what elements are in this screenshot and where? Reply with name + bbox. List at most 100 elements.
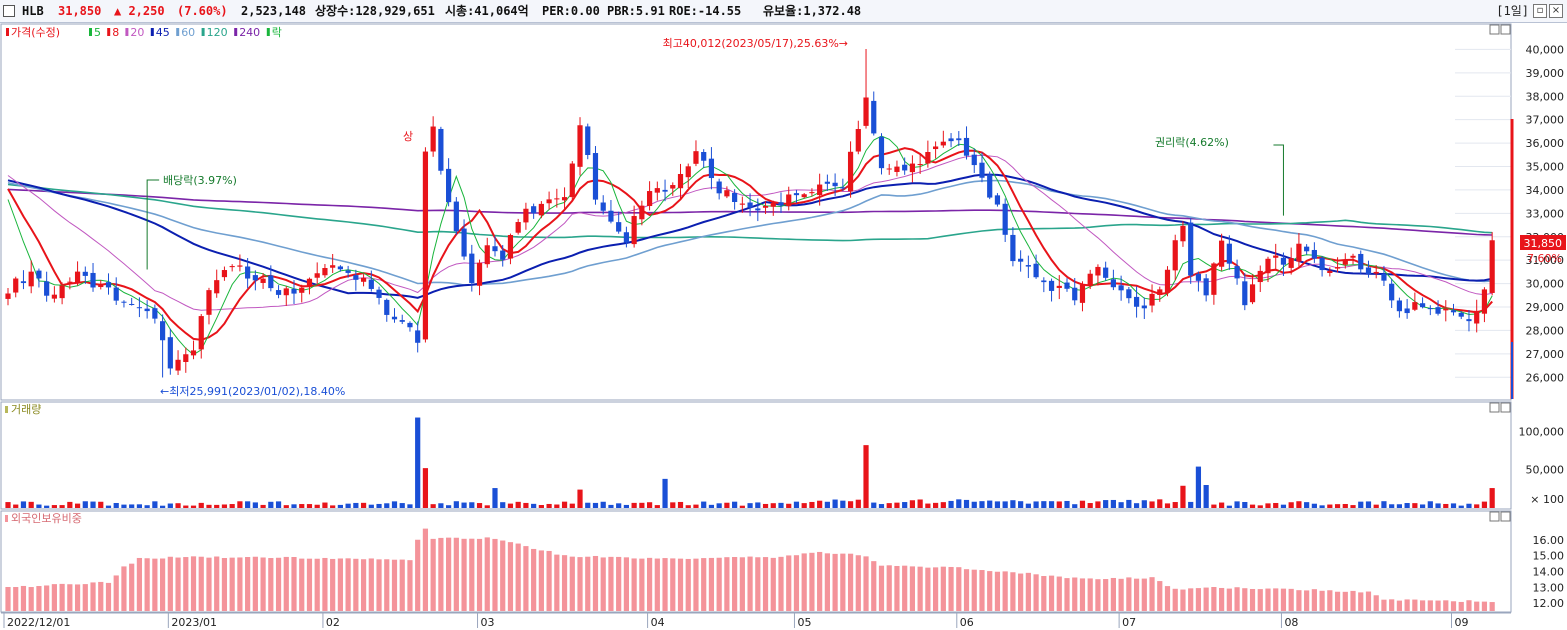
- candle-body: [5, 293, 11, 299]
- candle: [554, 188, 560, 208]
- volume-bar: [1141, 500, 1147, 508]
- price-tick-label: 37,000: [1526, 114, 1565, 127]
- candle: [1458, 311, 1464, 320]
- restore-icon[interactable]: ▫: [1533, 4, 1547, 18]
- panel-close-icon[interactable]: [1500, 24, 1511, 35]
- volume-bar: [152, 501, 158, 508]
- candle: [639, 200, 645, 226]
- foreign-ownership-bar: [739, 557, 745, 611]
- candle: [801, 192, 807, 199]
- volume-bar: [561, 501, 568, 508]
- volume-bar: [28, 501, 34, 508]
- candle: [415, 321, 421, 353]
- last-price-label: 31,850: [1524, 237, 1563, 250]
- foreign-ownership-bar: [592, 555, 599, 611]
- stock-name: HLB: [22, 4, 44, 18]
- candle-body: [1419, 303, 1426, 308]
- foreign-ownership-bar: [1311, 589, 1317, 611]
- volume-bar: [20, 501, 27, 508]
- candle-body: [430, 126, 436, 152]
- volume-bar: [1319, 505, 1325, 508]
- volume-bar: [1404, 503, 1410, 508]
- volume-bar: [1219, 502, 1225, 508]
- candle-body: [1242, 281, 1248, 306]
- select-checkbox[interactable]: [3, 5, 15, 17]
- volume-bar: [863, 445, 869, 508]
- rights-leader-line: [1273, 144, 1284, 216]
- foreign-ownership-bar: [925, 567, 931, 611]
- foreign-ownership-bar: [1466, 600, 1472, 611]
- volume-bar: [1373, 504, 1379, 508]
- candle-body: [677, 174, 684, 189]
- volume-bar: [994, 501, 1001, 508]
- candle-body: [616, 222, 622, 232]
- volume-bar: [1257, 505, 1263, 508]
- foreign-ownership-bar: [353, 558, 359, 611]
- volume-bar: [546, 503, 552, 508]
- foreign-ownership-bar: [190, 556, 197, 611]
- candle-body: [809, 192, 815, 194]
- candle: [299, 284, 305, 303]
- candle-body: [770, 202, 776, 207]
- candle-body: [654, 188, 660, 193]
- foreign-ownership-bar: [1172, 588, 1178, 611]
- volume-bar: [569, 503, 575, 508]
- candle: [152, 304, 158, 324]
- price-change-pct: (7.60%): [177, 4, 228, 18]
- foreign-ownership-bar: [994, 571, 1001, 611]
- candle: [461, 219, 467, 260]
- candle: [1443, 300, 1449, 322]
- volume-bar: [592, 502, 599, 508]
- last-price-box: [1520, 235, 1566, 250]
- candle-body: [376, 289, 382, 298]
- volume-bar: [1064, 500, 1070, 508]
- foreign-panel-close-icon[interactable]: [1500, 511, 1511, 522]
- price-tick-label: 28,000: [1526, 324, 1565, 337]
- volume-bar: [1381, 501, 1387, 508]
- volume-bar: [1033, 501, 1039, 508]
- volume-bar: [832, 499, 838, 508]
- candle: [1180, 221, 1186, 247]
- foreign-ownership-bar: [600, 557, 606, 611]
- foreign-panel-restore-icon[interactable]: [1489, 511, 1500, 522]
- volume-bar: [817, 500, 823, 508]
- panel-restore-icon[interactable]: [1489, 24, 1500, 35]
- candle-body: [507, 235, 514, 259]
- candle: [1195, 271, 1202, 292]
- candle: [585, 123, 591, 160]
- candle-body: [1203, 278, 1209, 296]
- foreign-ownership-bar: [732, 557, 738, 611]
- volume-bar: [82, 501, 88, 508]
- volume-panel-close-icon[interactable]: [1500, 402, 1511, 413]
- volume-bar: [855, 499, 861, 508]
- stock-chart[interactable]: 26,00027,00028,00029,00030,00031,00032,0…: [0, 22, 1567, 630]
- foreign-ownership-bar: [793, 555, 800, 611]
- volume-bar: [886, 503, 892, 508]
- period-selector[interactable]: [1일]: [1496, 4, 1529, 18]
- candle: [1435, 300, 1441, 316]
- foreign-ownership-bar: [1389, 599, 1395, 611]
- candlesticks: [5, 49, 1495, 378]
- foreign-ownership-axis: 12.00 13.00 14.00 15.00 16.00: [1533, 534, 1565, 610]
- date-tick-label: 05: [797, 616, 811, 629]
- candle: [476, 259, 483, 296]
- volume-bar: [677, 501, 684, 508]
- foreign-ownership-bar: [5, 586, 11, 611]
- candle-body: [546, 199, 552, 204]
- foreign-ownership-bar: [608, 556, 614, 611]
- candle-body: [1280, 257, 1287, 265]
- candle-body: [623, 232, 629, 243]
- volume-bar: [237, 501, 243, 508]
- candle-body: [538, 203, 544, 216]
- legend-swatch: [176, 28, 180, 36]
- volume-bar: [399, 503, 405, 508]
- volume-bar: [67, 501, 73, 508]
- close-icon[interactable]: ×: [1549, 4, 1563, 18]
- foreign-ownership-bar: [476, 538, 483, 611]
- volume-bar: [1427, 501, 1433, 508]
- volume-bar: [1481, 501, 1488, 508]
- foreign-ownership-bar: [1118, 578, 1124, 611]
- candle: [175, 350, 181, 376]
- candle-body: [1234, 266, 1240, 279]
- volume-panel-restore-icon[interactable]: [1489, 402, 1500, 413]
